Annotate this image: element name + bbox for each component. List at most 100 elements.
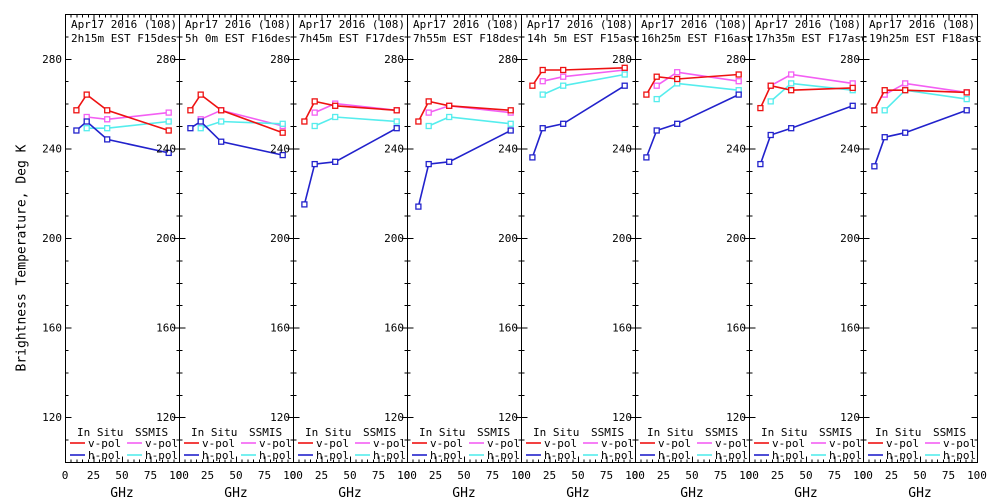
panel-title-time-sensor: 17h35m EST F17asc xyxy=(755,32,868,45)
x-tick-label: 0 xyxy=(632,469,639,482)
panel-title-date: Apr17 2016 (108) xyxy=(869,18,975,31)
legend-entry-label: v-pol xyxy=(316,437,349,450)
x-tick-label: 75 xyxy=(144,469,157,482)
marker-ssmis_h xyxy=(507,120,514,127)
marker-insitu_h xyxy=(788,125,795,132)
legend-group-ssmis: SSMIS xyxy=(249,426,282,439)
marker-ssmis_v xyxy=(165,109,172,116)
y-tick-label: 160 xyxy=(42,322,62,335)
panel-title-time-sensor: 14h 5m EST F15asc xyxy=(527,32,640,45)
legend-entry-label: h-pol xyxy=(544,449,577,462)
legend-entry-label: h-pol xyxy=(88,449,121,462)
marker-ssmis_h xyxy=(560,82,567,89)
series-line-insitu_h xyxy=(531,85,626,158)
panel-title-date: Apr17 2016 (108) xyxy=(527,18,633,31)
marker-insitu_h xyxy=(507,127,514,134)
marker-ssmis_h xyxy=(539,91,546,98)
marker-ssmis_v xyxy=(539,78,546,85)
marker-ssmis_h xyxy=(197,125,204,132)
marker-insitu_h xyxy=(621,82,628,89)
panel-title-time-sensor: 2h15m EST F15des xyxy=(71,32,177,45)
legend-entry-label: h-pol xyxy=(373,449,406,462)
marker-insitu_v xyxy=(301,118,308,125)
marker-insitu_h xyxy=(653,127,660,134)
marker-insitu_v xyxy=(83,91,90,98)
legend-group-ssmis: SSMIS xyxy=(363,426,396,439)
y-tick-label: 280 xyxy=(156,53,176,66)
marker-insitu_h xyxy=(881,134,888,141)
marker-insitu_v xyxy=(393,107,400,114)
y-tick-label: 160 xyxy=(498,322,518,335)
legend-entry-label: v-pol xyxy=(886,437,919,450)
x-tick-label: 50 xyxy=(799,469,812,482)
series-line-ssmis_h xyxy=(884,89,967,111)
marker-insitu_h xyxy=(393,125,400,132)
marker-ssmis_h xyxy=(218,118,225,125)
marker-insitu_v xyxy=(507,107,514,114)
legend-entry-label: h-pol xyxy=(430,449,463,462)
panel-title-time-sensor: 5h 0m EST F16des xyxy=(185,32,291,45)
y-tick-label: 240 xyxy=(726,142,746,155)
x-tick-label: 75 xyxy=(258,469,271,482)
y-tick-label: 280 xyxy=(840,53,860,66)
y-tick-label: 120 xyxy=(384,411,404,424)
marker-insitu_v xyxy=(425,98,432,105)
x-tick-label: 75 xyxy=(486,469,499,482)
panel-8: 120 160 200 240 280 0 25 50 75 100 GHz Apr17 2016 (… xyxy=(840,14,987,500)
series-line-insitu_v xyxy=(645,73,739,95)
marker-insitu_h xyxy=(73,127,80,134)
x-tick-label: 75 xyxy=(600,469,613,482)
x-tick-label: 100 xyxy=(397,469,417,482)
marker-ssmis_h xyxy=(963,95,970,103)
x-tick-label: 0 xyxy=(290,469,297,482)
x-tick-label: 75 xyxy=(942,469,955,482)
x-tick-label: 50 xyxy=(685,469,698,482)
y-tick-label: 240 xyxy=(156,142,176,155)
marker-ssmis_v xyxy=(735,78,742,85)
legend-group-insitu: In Situ xyxy=(419,426,465,439)
x-tick-label: 50 xyxy=(229,469,242,482)
series-line-ssmis_v xyxy=(770,73,853,87)
legend-entry-label: v-pol xyxy=(943,437,976,450)
marker-ssmis_h xyxy=(332,113,339,121)
x-axis-unit-label: GHz xyxy=(680,486,703,500)
marker-insitu_v xyxy=(643,91,650,98)
series-line-insitu_v xyxy=(417,100,511,122)
panel-title-date: Apr17 2016 (108) xyxy=(299,18,405,31)
marker-ssmis_h xyxy=(767,98,774,105)
marker-insitu_v xyxy=(849,84,856,92)
marker-ssmis_h xyxy=(83,125,90,132)
x-axis-unit-label: GHz xyxy=(110,486,133,500)
x-tick-label: 0 xyxy=(518,469,525,482)
x-axis-unit-label: GHz xyxy=(224,486,247,500)
legend-entry-label: v-pol xyxy=(487,437,520,450)
marker-insitu_h xyxy=(83,118,90,125)
legend-entry-label: h-pol xyxy=(145,449,178,462)
legend-entry-label: h-pol xyxy=(943,449,976,462)
y-tick-label: 280 xyxy=(726,53,746,66)
marker-insitu_h xyxy=(446,158,453,165)
legend-group-insitu: In Situ xyxy=(647,426,693,439)
marker-ssmis_h xyxy=(881,107,888,114)
legend-group-ssmis: SSMIS xyxy=(477,426,510,439)
marker-ssmis_v xyxy=(902,80,909,87)
marker-insitu_h xyxy=(301,201,308,208)
series-line-ssmis_v xyxy=(656,71,739,87)
marker-insitu_v xyxy=(197,91,204,98)
marker-ssmis_v xyxy=(788,71,795,78)
x-tick-label: 25 xyxy=(315,469,328,482)
panel-5: 120 160 200 240 280 0 25 50 75 100 GHz Apr17 2016 (… xyxy=(498,14,645,500)
x-tick-label: 50 xyxy=(571,469,584,482)
x-tick-label: 0 xyxy=(746,469,753,482)
marker-insitu_v xyxy=(187,107,194,114)
y-tick-label: 200 xyxy=(612,232,632,245)
x-tick-label: 100 xyxy=(853,469,873,482)
marker-ssmis_h xyxy=(788,80,795,87)
marker-insitu_v xyxy=(653,73,660,80)
marker-insitu_h xyxy=(643,154,650,161)
legend-group-ssmis: SSMIS xyxy=(135,426,168,439)
marker-insitu_v xyxy=(104,107,111,114)
series-line-insitu_h xyxy=(417,129,512,207)
series-line-insitu_h xyxy=(75,120,169,154)
